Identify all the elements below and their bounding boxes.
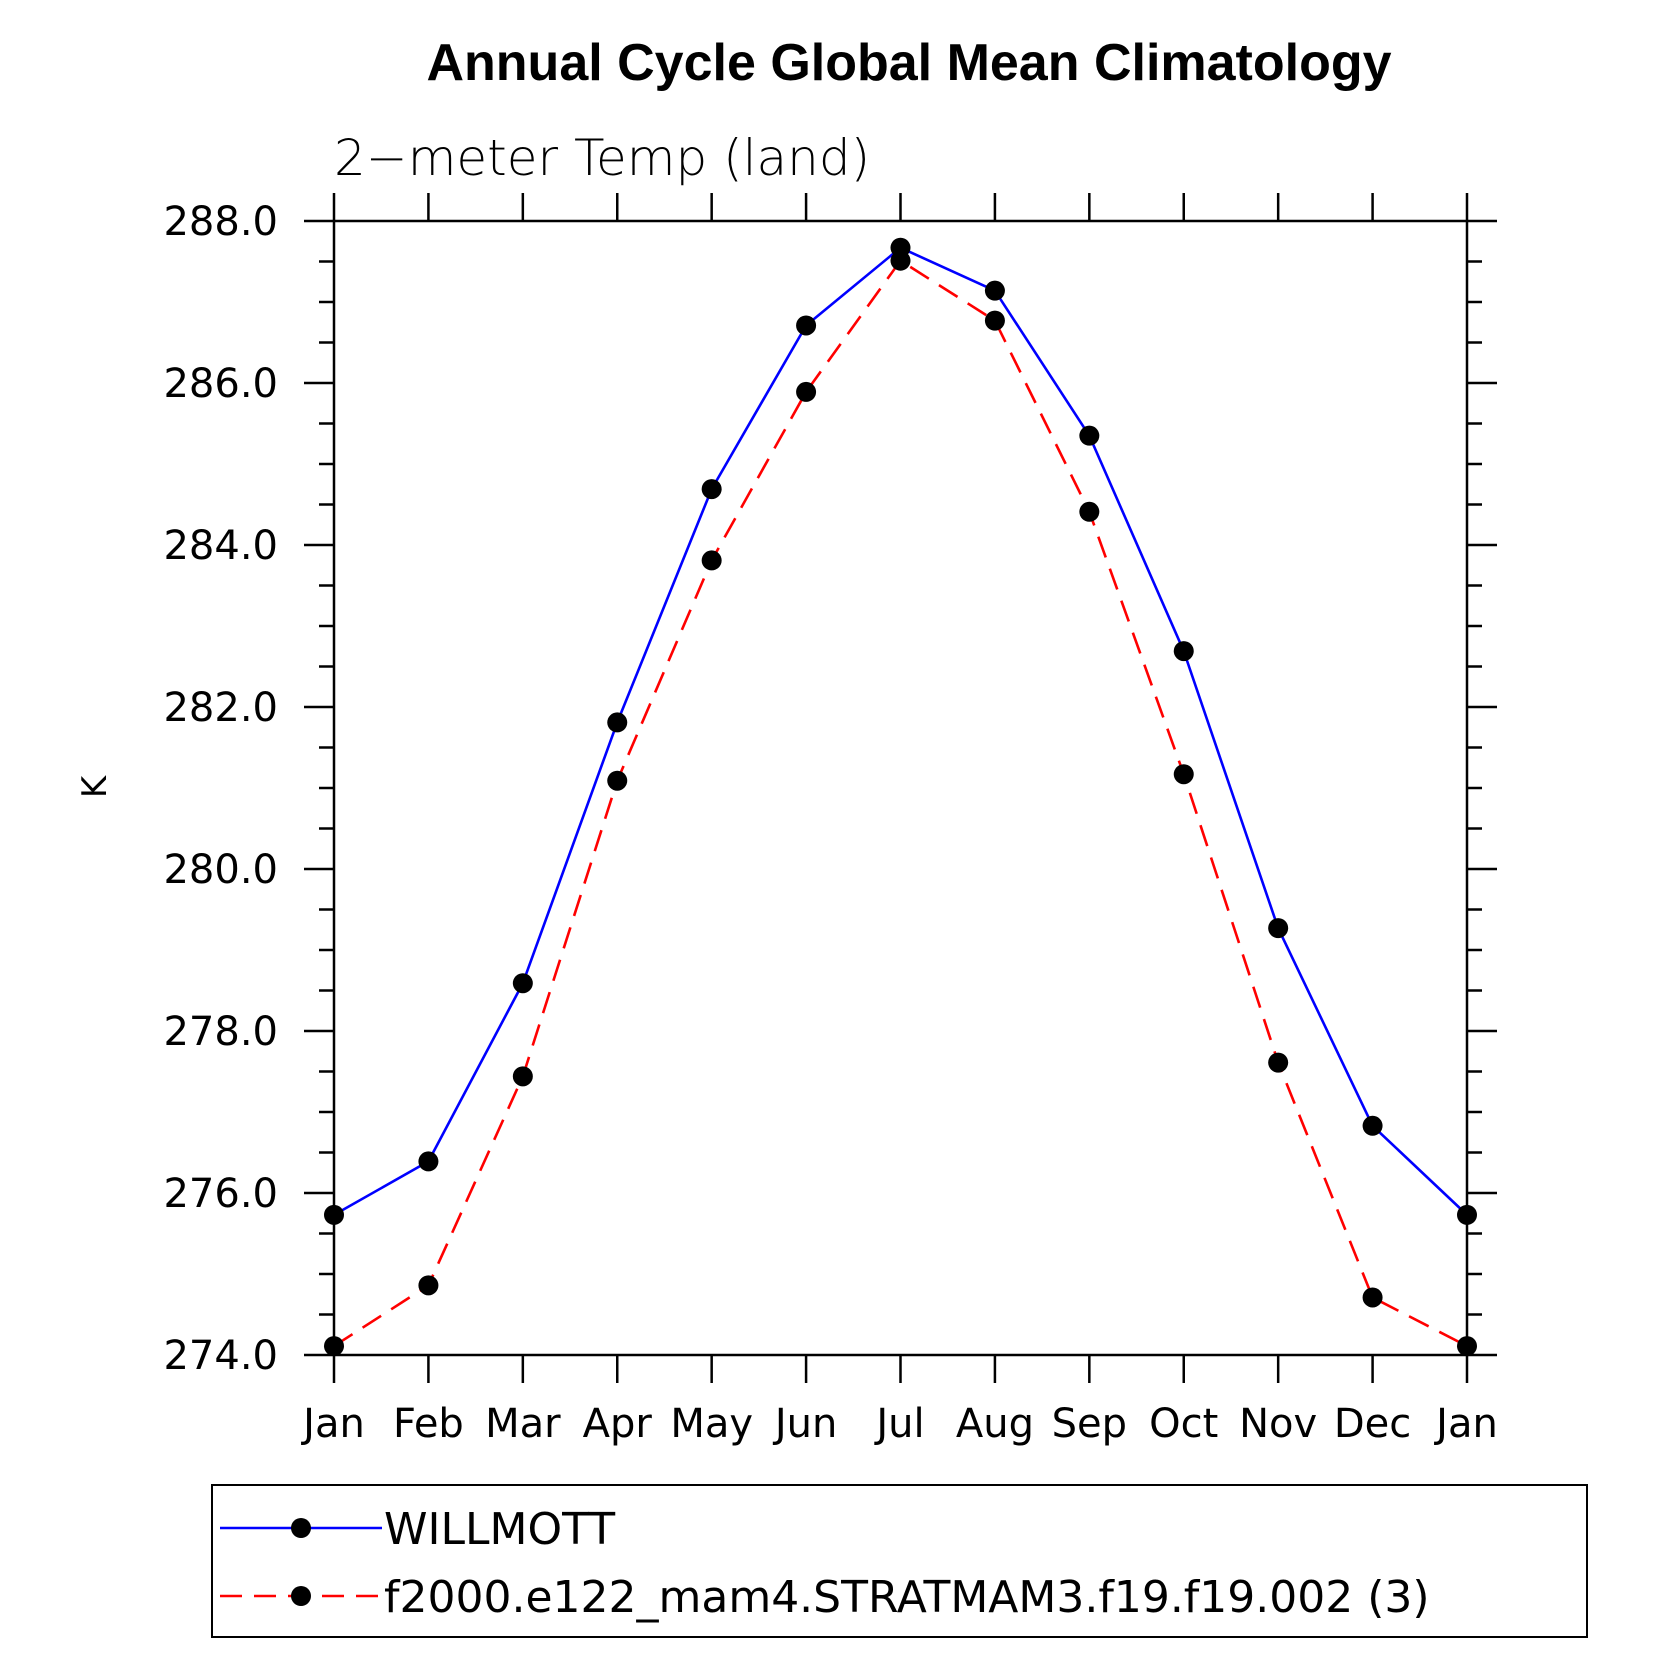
series-2-point (512, 1066, 533, 1087)
x-tick-label: Oct (1149, 1401, 1218, 1447)
x-tick-label: Dec (1334, 1401, 1411, 1447)
series-1-point (1173, 641, 1194, 662)
series-2-point (1268, 1052, 1289, 1073)
chart-subtitle: 2−meter Temp (land) (334, 129, 870, 187)
y-tick-label: 274.0 (163, 1333, 278, 1379)
series-2-point (418, 1275, 439, 1296)
x-tick-label: Aug (956, 1401, 1034, 1447)
y-tick-label: 286.0 (163, 361, 278, 407)
series-2-point (701, 550, 722, 571)
series-2-point (1079, 501, 1100, 522)
y-tick-label: 284.0 (163, 523, 278, 569)
y-tick-label: 278.0 (163, 1009, 278, 1055)
series-line-1 (333, 246, 1468, 1217)
legend-box (211, 1484, 1588, 1638)
legend: WILLMOTT f2000.e122_mam4.STRATMAM3.f19.f1… (211, 1484, 1588, 1638)
series-2-point (796, 381, 817, 402)
series-2-point (984, 310, 1005, 331)
series-1-point (1079, 425, 1100, 446)
x-tick-label: Nov (1239, 1401, 1317, 1447)
y-tick-label: 280.0 (163, 847, 278, 893)
legend-marker-2 (291, 1586, 311, 1606)
y-tick-label: 288.0 (163, 199, 278, 245)
series-2-point (1173, 764, 1194, 785)
x-tick-label: Jan (300, 1401, 365, 1447)
plot-area (324, 237, 1477, 1357)
series-1-point (324, 1204, 344, 1225)
y-tick-label: 276.0 (163, 1171, 278, 1217)
series-1-point (701, 479, 722, 500)
plot-frame (332, 219, 1469, 1357)
x-tick-label: Mar (485, 1401, 561, 1447)
chart-title: Annual Cycle Global Mean Climatology (426, 34, 1391, 92)
series-2-point (607, 770, 628, 791)
series-1-point (796, 315, 817, 336)
axes: Jan Feb Mar Apr May Jun Jul Aug Sep Oct Nov Dec Jan 2… (163, 193, 1498, 1447)
x-tick-label: May (670, 1401, 753, 1447)
legend-marker-1 (291, 1518, 311, 1538)
legend-label-1: WILLMOTT (384, 1504, 615, 1555)
x-tick-label: Jan (1433, 1401, 1498, 1447)
x-tick-label: Feb (393, 1401, 464, 1447)
y-axis-label: K (75, 774, 115, 798)
x-tick-label: Apr (583, 1401, 653, 1447)
legend-label-2: f2000.e122_mam4.STRATMAM3.f19.f19.002 (3… (384, 1572, 1430, 1623)
series-1-point (418, 1151, 439, 1172)
x-tick-label: Jul (873, 1401, 924, 1447)
y-tick-label: 282.0 (163, 685, 278, 731)
series-1-point (607, 712, 628, 733)
series-1-point (1457, 1204, 1477, 1225)
series-1-point (512, 973, 533, 994)
series-2-point (324, 1336, 344, 1357)
series-line-2 (333, 259, 1468, 1348)
series-2-point (890, 250, 911, 271)
x-tick-label: Jun (772, 1401, 838, 1447)
series-1-point (1268, 918, 1289, 939)
series-1-point (1362, 1115, 1383, 1136)
series-1-point (984, 280, 1005, 301)
x-tick-label: Sep (1052, 1401, 1127, 1447)
series-2-point (1457, 1336, 1477, 1357)
series-2-point (1362, 1287, 1383, 1308)
